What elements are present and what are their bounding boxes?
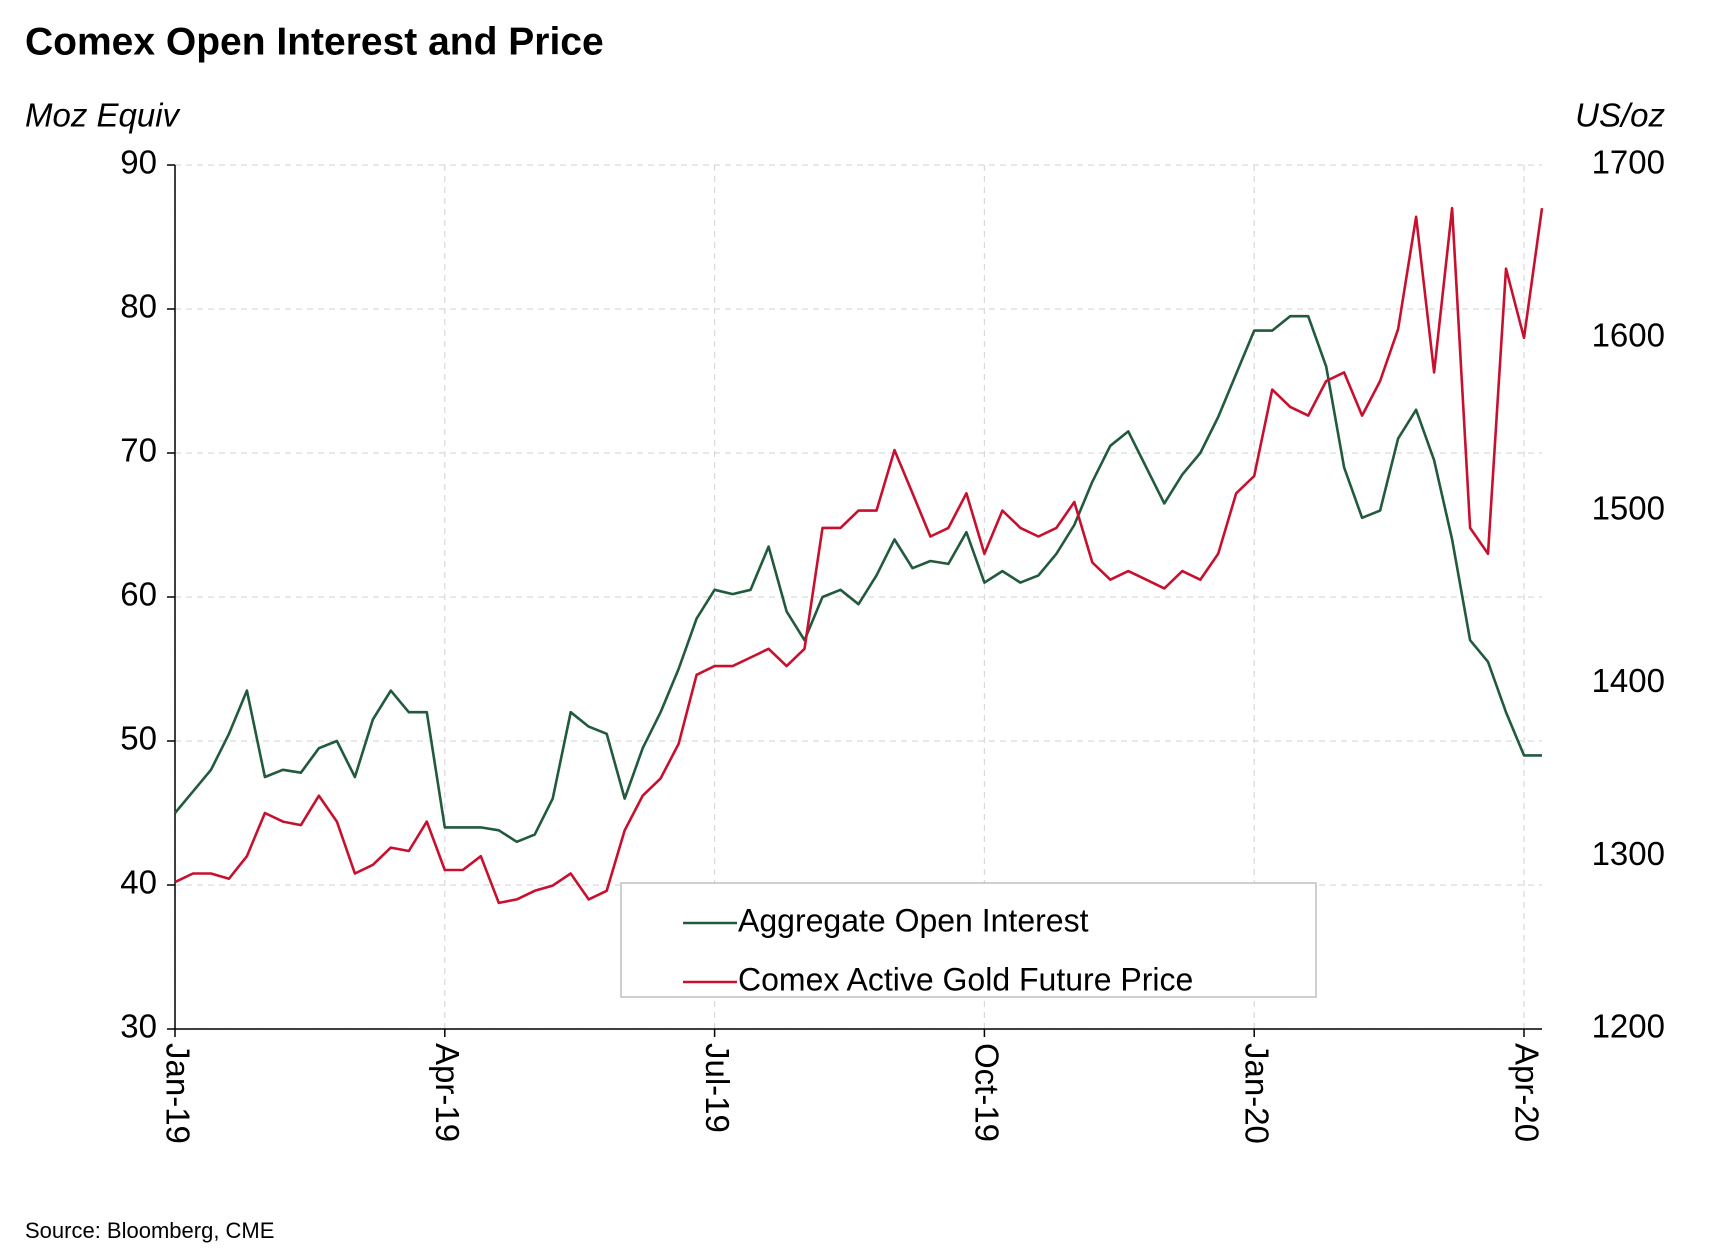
data-line xyxy=(174,206,1544,905)
y2-tick-label: 1400 xyxy=(1592,662,1665,699)
x-tick-label: Jan-19 xyxy=(159,1043,196,1144)
y-tick-label: 50 xyxy=(120,720,157,757)
x-tick-label: Jul-19 xyxy=(699,1043,736,1133)
y-tick-label: 60 xyxy=(120,576,157,613)
legend-box xyxy=(620,882,1317,998)
chart-title: Comex Open Interest and Price xyxy=(25,20,604,63)
y2-axis-label: US/oz xyxy=(1575,97,1665,134)
x-tick-label: Apr-19 xyxy=(429,1043,466,1142)
x-tick-label: Apr-20 xyxy=(1508,1043,1545,1142)
y2-tick-label: 1700 xyxy=(1592,144,1665,181)
data-line xyxy=(174,314,1542,844)
legend-label: Aggregate Open Interest xyxy=(738,902,1089,938)
y-tick-label: 70 xyxy=(120,432,157,469)
y2-tick-label: 1600 xyxy=(1592,317,1665,354)
legend-label: Comex Active Gold Future Price xyxy=(738,961,1193,997)
y-axis-label: Moz Equiv xyxy=(25,97,182,134)
y2-tick-label: 1500 xyxy=(1592,489,1665,526)
y2-tick-label: 1300 xyxy=(1592,835,1665,872)
y2-tick-label: 1200 xyxy=(1592,1008,1665,1045)
y-tick-label: 30 xyxy=(120,1008,157,1045)
y-tick-label: 40 xyxy=(120,864,157,901)
y-tick-label: 90 xyxy=(120,144,157,181)
x-tick-label: Jan-20 xyxy=(1238,1043,1275,1144)
source-note: Source: Bloomberg, CME xyxy=(25,1218,274,1243)
x-tick-label: Oct-19 xyxy=(969,1043,1006,1142)
y-tick-label: 80 xyxy=(120,288,157,325)
